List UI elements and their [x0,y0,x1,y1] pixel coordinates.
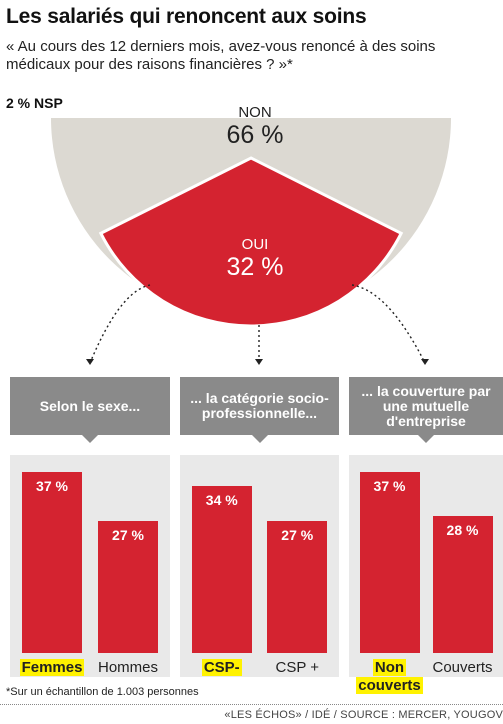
bar-value-label: 37 % [373,477,406,494]
nsp-label: 2 % NSP [6,95,63,111]
oui-slice-label: OUI [241,236,269,253]
connector-mutuelle-line [351,284,426,364]
pie-chart [51,118,451,365]
bar-value-label: 27 % [281,526,314,543]
connector-sexe-arrow [86,359,94,365]
bar-1-1: 27 % [267,520,328,653]
bar-value-label: 34 % [205,492,238,509]
pie-slice-oui [98,156,404,328]
bar-value-label: 28 % [446,521,479,538]
connector-sexe-line [89,284,151,364]
footnote: *Sur un échantillon de 1.003 personnes [6,686,199,698]
group-header-sexe: Selon le sexe... [10,377,170,443]
non-slice-value: 66 % [226,121,284,149]
non-label-group: NON 66 % [185,104,325,149]
bar-category-label: Femmes [19,659,85,676]
bar-category-label: CSP- [201,659,242,676]
bar-category-label: Hommes [97,659,158,676]
chart-title: Les salariés qui renoncent aux soins [6,5,367,28]
bar-category-label: Non couverts [356,659,423,694]
source-credit: «LES ÉCHOS» / IDÉ / SOURCE : MERCER, YOU… [224,709,503,721]
bar-0-1: 27 % [98,520,158,653]
bar-value-label: 27 % [112,526,144,543]
bar-2-1: 28 % [432,515,493,653]
bar-category-label: CSP + [275,659,320,676]
bar-0-0: 37 % [22,471,82,653]
chart-subtitle: « Au cours des 12 derniers mois, avez-vo… [6,38,436,73]
connector-csp-arrow [255,359,263,365]
bar-value-label: 37 % [36,477,68,494]
group-header-mutuelle: ... la couverture par une mutuelle d'ent… [349,377,503,443]
footer-rule [0,704,503,705]
bar-1-0: 34 % [191,486,252,653]
connector-mutuelle-arrow [421,359,429,365]
oui-label-group: OUI 32 % [185,236,325,281]
oui-slice-value: 32 % [226,253,284,281]
bar-category-label: Couverts [432,659,493,676]
non-slice-label: NON [238,104,272,121]
group-header-csp: ... la catégorie socio-professionnelle..… [180,377,339,443]
bar-2-0: 37 % [359,471,420,653]
